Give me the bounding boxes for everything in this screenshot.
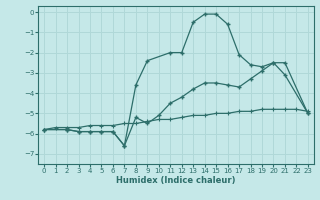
X-axis label: Humidex (Indice chaleur): Humidex (Indice chaleur) bbox=[116, 176, 236, 185]
